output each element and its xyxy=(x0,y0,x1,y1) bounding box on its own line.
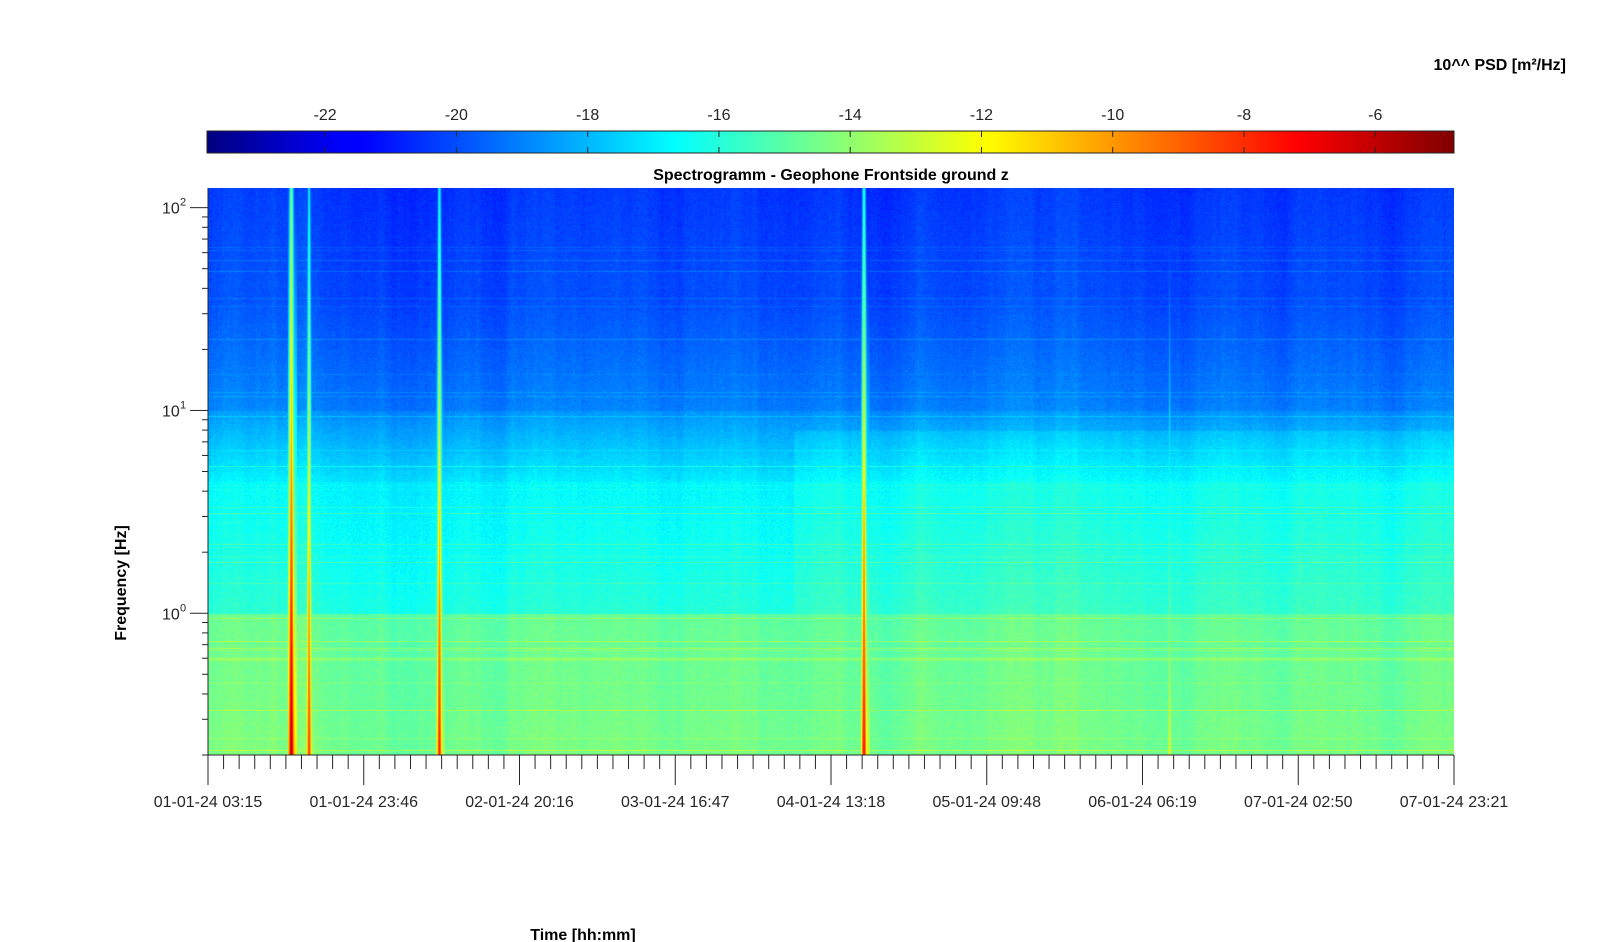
x-tick-label: 03-01-24 16:47 xyxy=(621,794,730,811)
colorbar-tick-label: -8 xyxy=(1237,107,1251,124)
x-axis-label: Time [hh:mm] xyxy=(530,927,635,942)
x-tick-label: 07-01-24 23:21 xyxy=(1400,794,1509,811)
colorbar-tick-label: -18 xyxy=(576,107,599,124)
colorbar-tick-label: -10 xyxy=(1101,107,1124,124)
chart-title: Spectrogramm - Geophone Frontside ground… xyxy=(653,167,1009,184)
colorbar-tick-label: -12 xyxy=(970,107,993,124)
colorbar-tick-label: -6 xyxy=(1368,107,1382,124)
x-tick-label: 01-01-24 03:15 xyxy=(154,794,263,811)
y-tick-label: 10 xyxy=(162,201,180,218)
colorbar-label: 10^^ PSD [m²/Hz] xyxy=(1434,57,1566,74)
colorbar-tick-label: -22 xyxy=(314,107,337,124)
x-tick-label: 04-01-24 13:18 xyxy=(777,794,886,811)
x-tick-label: 02-01-24 20:16 xyxy=(465,794,574,811)
y-tick-exponent: 2 xyxy=(180,197,186,209)
colorbar-tick-label: -14 xyxy=(839,107,862,124)
y-tick-label: 10 xyxy=(162,403,180,420)
colorbar-tick-label: -20 xyxy=(445,107,468,124)
x-tick-label: 06-01-24 06:19 xyxy=(1088,794,1197,811)
y-tick-exponent: 1 xyxy=(180,399,186,411)
colorbar-gradient xyxy=(206,130,1455,154)
colorbar: -22 -20 -18 -16 -14 -12 -10 -8 -6 10^^ PSD [m²/H… xyxy=(206,57,1566,154)
x-tick-label: 05-01-24 09:48 xyxy=(932,794,1041,811)
y-axis-label: Frequency [Hz] xyxy=(113,525,130,641)
x-tick-label: 01-01-24 23:46 xyxy=(309,794,418,811)
spectrogram-plot-area xyxy=(207,188,1454,756)
x-axis-ticks: 01-01-24 03:15 01-01-24 23:46 02-01-24 20:… xyxy=(154,755,1509,811)
y-tick-exponent: 0 xyxy=(180,602,186,614)
spectrogram-image xyxy=(208,188,1454,755)
y-tick-label: 10 xyxy=(162,606,180,623)
colorbar-ticks: -22 -20 -18 -16 -14 -12 -10 -8 -6 xyxy=(314,107,1382,153)
colorbar-tick-label: -16 xyxy=(707,107,730,124)
x-tick-label: 07-01-24 02:50 xyxy=(1244,794,1353,811)
